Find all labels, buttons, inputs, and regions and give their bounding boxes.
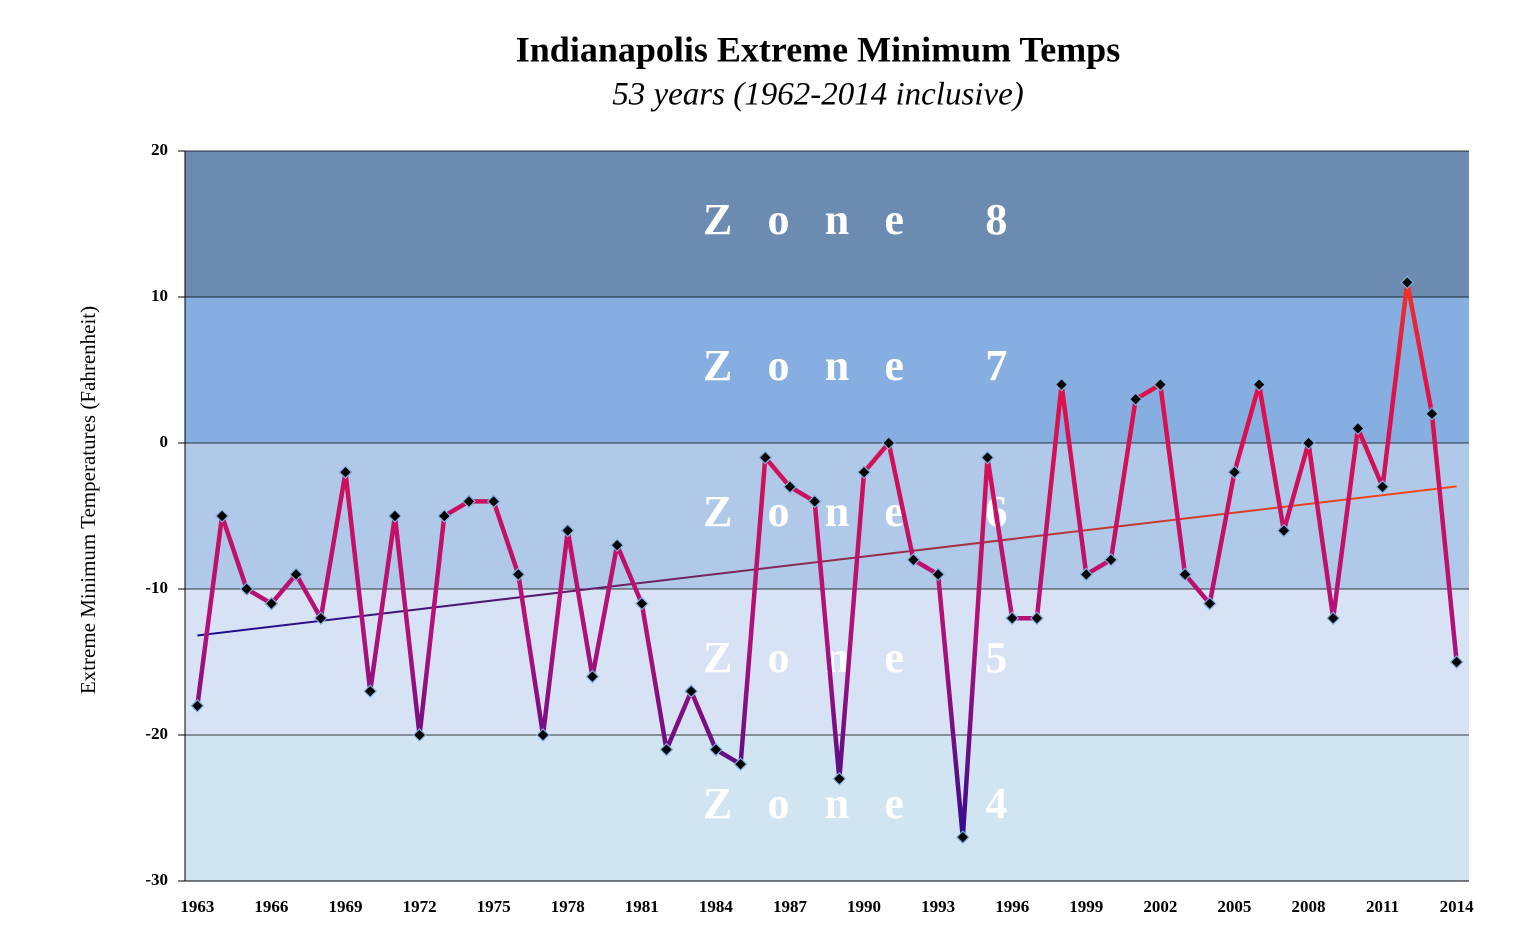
x-tick-label: 1996 <box>995 897 1029 916</box>
data-marker <box>807 494 822 509</box>
y-tick-label: -10 <box>145 578 168 597</box>
y-tick-label: 0 <box>160 432 169 451</box>
zone-band <box>185 735 1469 881</box>
data-marker <box>1005 611 1020 626</box>
x-tick-label: 2005 <box>1217 897 1251 916</box>
x-tick-label: 1987 <box>773 897 808 916</box>
data-marker <box>1030 611 1044 626</box>
x-tick-label: 1999 <box>1069 897 1103 916</box>
data-marker <box>1104 552 1118 567</box>
data-marker <box>1449 655 1464 669</box>
chart-subtitle: 53 years (1962-2014 inclusive) <box>612 77 1024 113</box>
zone-label: Zone 7 <box>703 341 1043 390</box>
x-tick-label: 1969 <box>329 897 363 916</box>
zones <box>185 151 1469 881</box>
data-marker <box>289 567 303 582</box>
x-tick-label: 1963 <box>180 897 214 916</box>
data-marker <box>264 596 279 611</box>
data-marker <box>412 728 427 742</box>
data-marker <box>536 728 550 742</box>
y-tick-label: -30 <box>145 870 168 889</box>
x-tick-label: 1978 <box>551 897 585 916</box>
data-marker <box>511 567 526 582</box>
data-marker <box>832 771 847 786</box>
data-marker <box>955 830 970 845</box>
x-tick-label: 1984 <box>699 897 734 916</box>
data-marker <box>634 596 649 611</box>
zone-band <box>185 297 1469 443</box>
data-marker <box>363 684 378 699</box>
zone-label: Zone 8 <box>703 195 1043 244</box>
data-marker <box>733 757 748 772</box>
x-tick-label: 1981 <box>625 897 659 916</box>
data-marker <box>239 582 254 596</box>
x-tick-label: 1990 <box>847 897 881 916</box>
data-marker <box>313 611 328 626</box>
data-marker <box>709 742 723 757</box>
data-marker <box>610 538 624 553</box>
data-line <box>195 280 1459 840</box>
data-marker <box>980 450 995 465</box>
data-marker <box>1400 275 1415 290</box>
zone-label: Zone 6 <box>703 487 1043 536</box>
data-marker <box>462 494 476 509</box>
y-tick-label: 20 <box>151 140 168 159</box>
y-tick-label: -20 <box>145 724 168 743</box>
data-marker <box>560 523 575 538</box>
x-tick-label: 2002 <box>1143 897 1177 916</box>
data-marker <box>1425 406 1439 421</box>
data-marker <box>857 465 871 480</box>
x-tick-label: 2014 <box>1440 897 1475 916</box>
x-tick-label: 1972 <box>403 897 437 916</box>
data-marker <box>783 479 797 494</box>
zone-label: Zone 4 <box>703 779 1043 828</box>
data-marker <box>1276 523 1291 538</box>
data-marker <box>1326 611 1341 626</box>
data-marker <box>486 494 501 509</box>
data-marker <box>1301 436 1316 450</box>
data-marker <box>1252 377 1266 392</box>
data-marker <box>215 509 229 523</box>
data-marker <box>758 450 773 465</box>
data-marker <box>1202 596 1217 611</box>
data-marker <box>1351 421 1365 436</box>
data-marker <box>1375 479 1390 494</box>
x-tick-label: 2011 <box>1366 897 1399 916</box>
zone-band <box>185 151 1469 297</box>
data-marker <box>881 436 896 450</box>
data-marker <box>388 509 402 523</box>
data-marker <box>1128 392 1143 407</box>
y-tick-label: 10 <box>151 286 168 305</box>
data-marker <box>684 684 699 699</box>
data-marker <box>437 509 452 523</box>
x-tick-label: 1966 <box>254 897 288 916</box>
data-marker <box>931 567 945 582</box>
data-marker <box>338 465 353 480</box>
data-marker <box>1227 465 1242 480</box>
x-tick-label: 2008 <box>1292 897 1326 916</box>
x-tick-label: 1975 <box>477 897 511 916</box>
x-tick-label: 1993 <box>921 897 955 916</box>
data-marker <box>585 669 600 684</box>
zone-label: Zone 5 <box>703 633 1043 682</box>
data-marker <box>1079 567 1094 582</box>
data-marker <box>1054 377 1069 392</box>
data-marker <box>190 698 205 713</box>
data-marker <box>906 552 921 567</box>
chart-title: Indianapolis Extreme Minimum Temps <box>516 29 1120 69</box>
data-marker <box>659 742 674 757</box>
data-marker <box>1153 377 1168 392</box>
y-axis-label: Extreme Minimum Temperatures (Fahrenheit… <box>76 306 100 694</box>
data-marker <box>1178 567 1192 582</box>
